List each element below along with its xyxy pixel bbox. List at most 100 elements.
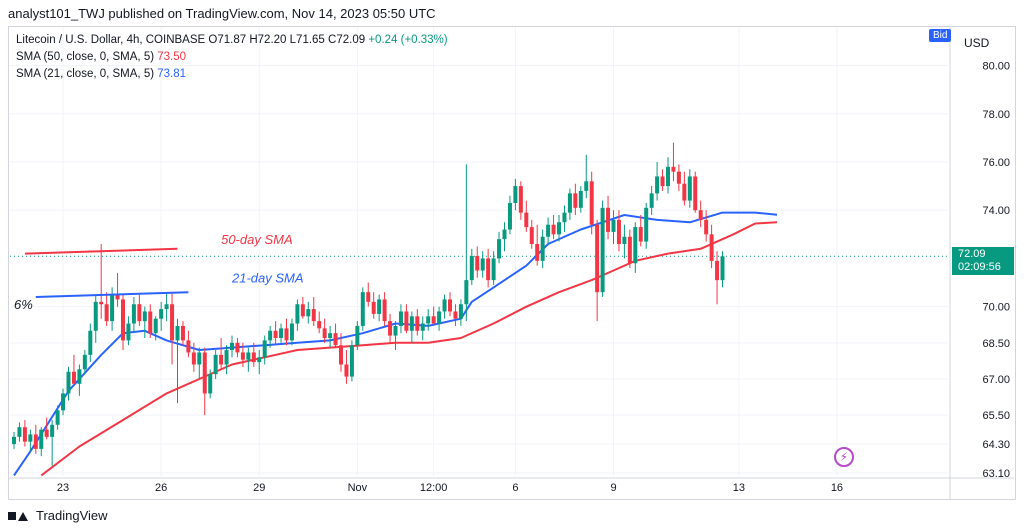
candle[interactable] bbox=[660, 169, 665, 191]
candle[interactable] bbox=[164, 292, 169, 322]
sma21-row[interactable]: SMA (21, close, 0, SMA, 5) 73.81 bbox=[16, 66, 448, 83]
candle[interactable] bbox=[567, 188, 572, 220]
candle[interactable] bbox=[115, 272, 120, 307]
annotation-label[interactable]: 6% bbox=[14, 297, 33, 312]
candle[interactable] bbox=[33, 424, 38, 454]
candle[interactable] bbox=[507, 195, 512, 235]
candle[interactable] bbox=[589, 171, 594, 235]
candle[interactable] bbox=[676, 164, 681, 191]
candle[interactable] bbox=[475, 246, 480, 278]
candle[interactable] bbox=[88, 323, 93, 363]
candle[interactable] bbox=[442, 294, 447, 319]
candle[interactable] bbox=[557, 215, 561, 242]
candle[interactable] bbox=[322, 318, 327, 343]
candle[interactable] bbox=[627, 229, 632, 269]
candle[interactable] bbox=[180, 321, 185, 346]
candle[interactable] bbox=[240, 342, 245, 367]
candle[interactable] bbox=[513, 178, 518, 211]
candle[interactable] bbox=[251, 342, 256, 367]
candle[interactable] bbox=[382, 292, 387, 326]
candle[interactable] bbox=[616, 210, 621, 252]
candle[interactable] bbox=[71, 354, 76, 384]
candle[interactable] bbox=[551, 215, 556, 240]
candle[interactable] bbox=[186, 330, 191, 358]
candle[interactable] bbox=[317, 311, 322, 334]
candle[interactable] bbox=[246, 347, 251, 372]
candle[interactable] bbox=[355, 321, 360, 351]
candle[interactable] bbox=[518, 181, 523, 220]
candle[interactable] bbox=[578, 186, 583, 213]
candle[interactable] bbox=[153, 316, 158, 341]
candle[interactable] bbox=[437, 306, 442, 331]
candle[interactable] bbox=[606, 195, 611, 240]
candle[interactable] bbox=[393, 321, 398, 351]
candle[interactable] bbox=[12, 432, 16, 449]
candle[interactable] bbox=[497, 231, 502, 264]
candle[interactable] bbox=[377, 294, 382, 322]
candle[interactable] bbox=[573, 183, 578, 216]
candle[interactable] bbox=[148, 304, 153, 338]
candle[interactable] bbox=[546, 217, 551, 244]
candle[interactable] bbox=[524, 200, 529, 232]
footer[interactable]: TradingView bbox=[8, 508, 108, 523]
candle[interactable] bbox=[693, 171, 698, 213]
candle[interactable] bbox=[284, 318, 289, 346]
candle[interactable] bbox=[464, 164, 469, 322]
candle[interactable] bbox=[159, 301, 164, 331]
candle[interactable] bbox=[420, 316, 425, 341]
candle[interactable] bbox=[17, 422, 22, 442]
candle[interactable] bbox=[262, 335, 267, 365]
candle[interactable] bbox=[448, 292, 452, 317]
candle[interactable] bbox=[415, 309, 420, 336]
candle[interactable] bbox=[409, 311, 414, 343]
candle[interactable] bbox=[268, 325, 273, 348]
candle[interactable] bbox=[142, 306, 147, 338]
candle[interactable] bbox=[502, 222, 507, 252]
y-axis[interactable]: 80.00 78.00 76.00 74.00 70.00 68.50 67.00 65.50… bbox=[982, 61, 1010, 480]
candle[interactable] bbox=[104, 292, 109, 326]
candle[interactable] bbox=[671, 142, 676, 182]
sma50-row[interactable]: SMA (50, close, 0, SMA, 5) 73.50 bbox=[16, 49, 448, 66]
candle[interactable] bbox=[360, 287, 365, 331]
bid-button[interactable]: Bid bbox=[929, 29, 952, 42]
candle[interactable] bbox=[600, 200, 605, 298]
candle[interactable] bbox=[66, 366, 71, 401]
candle[interactable] bbox=[279, 323, 284, 343]
candle[interactable] bbox=[426, 309, 431, 331]
candle[interactable] bbox=[328, 325, 333, 348]
candle[interactable] bbox=[595, 219, 600, 322]
candle[interactable] bbox=[202, 347, 207, 416]
candle[interactable] bbox=[529, 219, 534, 249]
candle[interactable] bbox=[289, 318, 294, 346]
candle[interactable] bbox=[235, 337, 240, 358]
candle[interactable] bbox=[638, 215, 643, 247]
candle[interactable] bbox=[715, 251, 720, 305]
candle[interactable] bbox=[371, 292, 376, 319]
candle[interactable] bbox=[655, 162, 660, 201]
candle[interactable] bbox=[61, 388, 66, 416]
candle[interactable] bbox=[22, 419, 27, 447]
candle[interactable] bbox=[698, 200, 703, 228]
candle[interactable] bbox=[306, 301, 311, 324]
candle[interactable] bbox=[644, 202, 649, 249]
sma-50-line[interactable] bbox=[40, 221, 778, 477]
candle[interactable] bbox=[131, 297, 136, 334]
candle[interactable] bbox=[295, 299, 300, 331]
candle[interactable] bbox=[709, 224, 714, 269]
annotation-line[interactable] bbox=[35, 291, 189, 299]
annotation-line[interactable] bbox=[24, 247, 178, 255]
candle[interactable] bbox=[137, 294, 142, 326]
candle[interactable] bbox=[540, 229, 545, 269]
candle[interactable] bbox=[666, 157, 670, 194]
candle[interactable] bbox=[77, 364, 82, 396]
candle[interactable] bbox=[344, 350, 349, 384]
candle[interactable] bbox=[39, 427, 44, 457]
candle[interactable] bbox=[99, 243, 104, 319]
candle[interactable] bbox=[720, 251, 725, 288]
candle[interactable] bbox=[197, 347, 202, 379]
candle[interactable] bbox=[93, 294, 98, 343]
candle[interactable] bbox=[213, 350, 218, 379]
candle[interactable] bbox=[622, 224, 627, 259]
currency-selector[interactable]: USD bbox=[964, 36, 990, 50]
